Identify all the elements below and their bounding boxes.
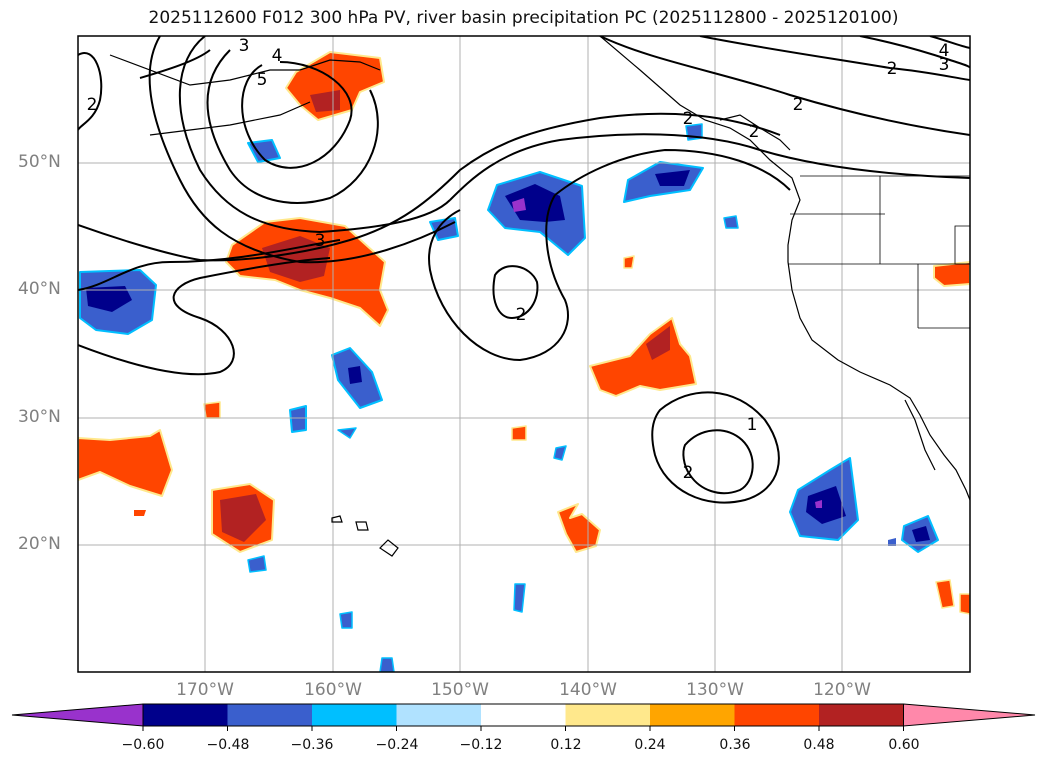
contour-label: 5: [257, 70, 268, 90]
colorbar-tick-label: 0.60: [888, 737, 920, 753]
positive-pc-region: [78, 51, 970, 615]
contour-label: 2: [683, 463, 694, 483]
lat-label: 20°N: [18, 534, 61, 554]
colorbar-tick-label: 0.48: [803, 737, 835, 753]
coastlines: [109, 36, 970, 557]
map-title: 2025112600 F012 300 hPa PV, river basin …: [148, 8, 899, 28]
contour-label: 3: [939, 55, 950, 75]
colorbar-segment: [650, 704, 735, 726]
contour-label: 2: [683, 109, 694, 129]
colorbar-tick-label: −0.24: [375, 737, 419, 753]
lon-label: 150°W: [431, 680, 489, 700]
contour-label: 2: [749, 122, 760, 142]
colorbar-segment: [396, 704, 482, 726]
contour-label: 2: [516, 305, 527, 325]
contour-label: 4: [272, 46, 283, 66]
contour-label: 2: [887, 59, 898, 79]
colorbar-tick-label: −0.48: [206, 737, 250, 753]
contour-label: 3: [315, 231, 326, 251]
contour-label: 2: [87, 95, 98, 115]
lon-label: 140°W: [559, 680, 617, 700]
colorbar-segment: [143, 704, 228, 726]
lat-label: 40°N: [18, 279, 61, 299]
lon-label: 120°W: [813, 680, 871, 700]
colorbar-tick-label: 0.36: [719, 737, 751, 753]
pv-contours: [78, 36, 970, 504]
colorbar-tick-label: −0.36: [290, 737, 334, 753]
colorbar-segment: [312, 704, 397, 726]
map-background: [78, 36, 970, 672]
colorbar: [11, 703, 1036, 731]
colorbar-extend-min: [11, 703, 144, 727]
colorbar-segment: [481, 704, 566, 726]
lon-label: 130°W: [686, 680, 744, 700]
colorbar-tick-label: −0.60: [121, 737, 165, 753]
contour-label: 3: [239, 36, 250, 56]
precip-shading: [78, 51, 970, 672]
colorbar-tick-label: 0.12: [550, 737, 582, 753]
contour-label: 2: [793, 95, 804, 115]
colorbar-tick-label: 0.24: [634, 737, 666, 753]
colorbar-segment: [227, 704, 313, 726]
contour-label: 1: [747, 415, 758, 435]
colorbar-extend-max: [903, 703, 1036, 727]
lat-label: 50°N: [18, 152, 61, 172]
map-canvas: 3 4 5 2 2 4 3 2 2 2 3 2 1 2: [77, 35, 971, 673]
lon-label: 170°W: [176, 680, 234, 700]
contour-labels: 3 4 5 2 2 4 3 2 2 2 3 2 1 2: [87, 36, 950, 483]
colorbar-tick-label: −0.12: [459, 737, 503, 753]
colorbar-segment: [819, 704, 904, 726]
colorbar-segment: [565, 704, 651, 726]
lon-label: 160°W: [304, 680, 362, 700]
lat-label: 30°N: [18, 407, 61, 427]
colorbar-frame: [142, 703, 904, 727]
map-frame: [77, 35, 971, 673]
negative-pc-region: [79, 123, 939, 672]
colorbar-segment: [734, 704, 820, 726]
contour-label: 4: [939, 41, 950, 61]
